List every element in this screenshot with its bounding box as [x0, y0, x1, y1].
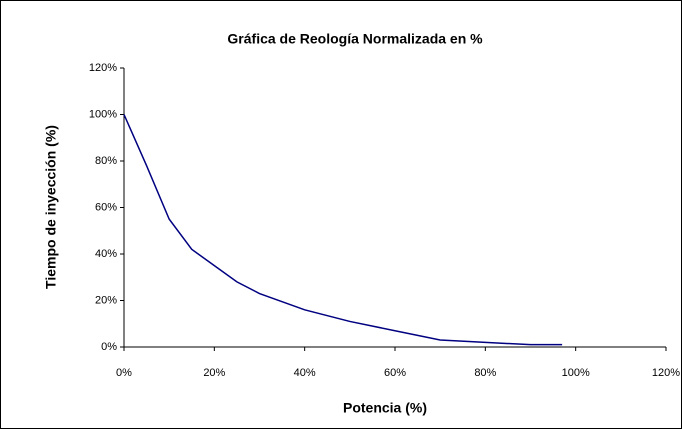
x-tick-label: 0%: [116, 367, 132, 379]
y-tick-label: 80%: [95, 155, 117, 167]
x-tick-label: 20%: [203, 367, 225, 379]
x-axis-label: Potencia (%): [343, 400, 427, 416]
x-tick-label: 100%: [562, 367, 590, 379]
x-tick-label: 80%: [474, 367, 496, 379]
y-tick-label: 20%: [95, 294, 117, 306]
y-tick-label: 120%: [89, 62, 117, 74]
line-series: [123, 114, 563, 346]
y-tick-label: 0%: [101, 341, 117, 353]
y-axis-label: Tiempo de inyección (%): [43, 125, 59, 289]
y-tick-label: 100%: [89, 108, 117, 120]
x-tick-label: 120%: [652, 367, 680, 379]
y-tick-label: 60%: [95, 201, 117, 213]
x-tick-label: 60%: [384, 367, 406, 379]
x-tick-label: 40%: [294, 367, 316, 379]
chart-title: Gráfica de Reología Normalizada en %: [227, 31, 483, 47]
y-tick-label: 40%: [95, 248, 117, 260]
